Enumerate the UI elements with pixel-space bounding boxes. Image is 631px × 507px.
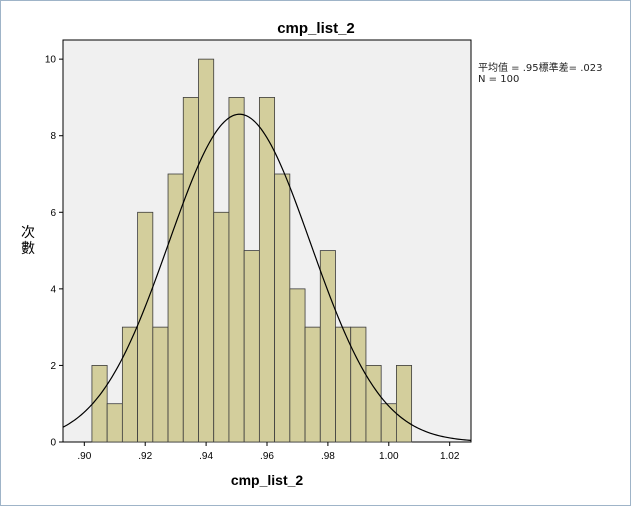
histogram-bar xyxy=(258,97,276,443)
histogram-bar xyxy=(243,250,260,443)
x-tick-label: .96 xyxy=(260,451,274,462)
y-axis: 0 2 4 6 8 10 xyxy=(45,55,63,449)
legend-mean-sd: 平均值 = .95標準差= .023 xyxy=(478,61,602,74)
histogram-bar xyxy=(380,403,397,443)
histogram-bar xyxy=(182,97,199,443)
histogram-bar xyxy=(228,97,245,443)
histogram-bar xyxy=(91,365,108,443)
y-tick-label: 8 xyxy=(50,131,56,142)
x-tick-label: .98 xyxy=(321,451,335,462)
histogram-bar xyxy=(319,250,336,443)
histogram-bar xyxy=(304,326,321,443)
chart-title: cmp_list_2 xyxy=(277,20,355,37)
y-tick-label: 2 xyxy=(50,361,56,372)
x-tick-label: .90 xyxy=(77,451,91,462)
x-axis-title: cmp_list_2 xyxy=(231,472,304,488)
y-axis-title-char-1: 次 xyxy=(21,225,35,241)
x-tick-label: .92 xyxy=(138,451,152,462)
y-tick-label: 0 xyxy=(50,438,56,449)
histogram-bar xyxy=(213,211,230,443)
y-axis-title-char-2: 數 xyxy=(21,241,35,257)
histogram-bar xyxy=(289,288,306,443)
y-tick-label: 4 xyxy=(50,284,56,295)
legend-n: N = 100 xyxy=(478,74,519,85)
histogram-bar xyxy=(395,365,413,443)
histogram-bar xyxy=(121,326,138,443)
bars-group xyxy=(91,58,413,443)
histogram-bar xyxy=(350,326,367,443)
x-axis: .90 .92 .94 .96 .98 1.00 1.02 xyxy=(77,442,460,462)
histogram-bar xyxy=(365,365,382,443)
histogram-bar xyxy=(152,326,169,443)
y-tick-label: 10 xyxy=(45,55,57,66)
histogram-bar xyxy=(167,173,184,443)
normal-curve xyxy=(62,113,472,441)
histogram-bar xyxy=(335,326,352,443)
histogram-bar xyxy=(198,58,215,443)
histogram-bar xyxy=(274,173,291,443)
x-tick-label: 1.02 xyxy=(440,451,460,462)
y-tick-label: 6 xyxy=(50,208,56,219)
histogram-bar xyxy=(137,211,154,443)
x-tick-label: .94 xyxy=(199,451,213,462)
histogram-bar xyxy=(106,403,123,443)
x-tick-label: 1.00 xyxy=(379,451,399,462)
